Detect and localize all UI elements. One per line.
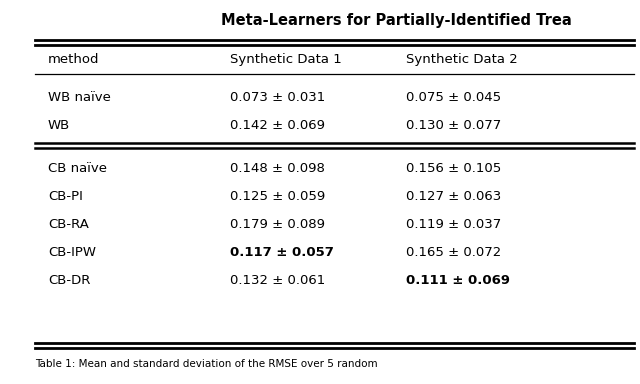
Text: 0.165 ± 0.072: 0.165 ± 0.072	[406, 246, 502, 259]
Text: CB-IPW: CB-IPW	[48, 246, 96, 259]
Text: 0.142 ± 0.069: 0.142 ± 0.069	[230, 119, 325, 132]
Text: 0.179 ± 0.089: 0.179 ± 0.089	[230, 218, 325, 231]
Text: CB-DR: CB-DR	[48, 274, 90, 287]
Text: 0.073 ± 0.031: 0.073 ± 0.031	[230, 91, 326, 104]
Text: 0.119 ± 0.037: 0.119 ± 0.037	[406, 218, 502, 231]
Text: 0.125 ± 0.059: 0.125 ± 0.059	[230, 190, 326, 203]
Text: Meta-Learners for Partially-Identified Trea: Meta-Learners for Partially-Identified T…	[221, 13, 572, 28]
Text: 0.130 ± 0.077: 0.130 ± 0.077	[406, 119, 502, 132]
Text: 0.075 ± 0.045: 0.075 ± 0.045	[406, 91, 502, 104]
Text: 0.148 ± 0.098: 0.148 ± 0.098	[230, 162, 325, 175]
Text: 0.156 ± 0.105: 0.156 ± 0.105	[406, 162, 502, 175]
Text: WB naïve: WB naïve	[48, 91, 111, 104]
Text: 0.117 ± 0.057: 0.117 ± 0.057	[230, 246, 334, 259]
Text: WB: WB	[48, 119, 70, 132]
Text: Synthetic Data 2: Synthetic Data 2	[406, 53, 518, 66]
Text: CB naïve: CB naïve	[48, 162, 107, 175]
Text: CB-PI: CB-PI	[48, 190, 83, 203]
Text: 0.132 ± 0.061: 0.132 ± 0.061	[230, 274, 326, 287]
Text: CB-RA: CB-RA	[48, 218, 89, 231]
Text: method: method	[48, 53, 99, 66]
Text: Synthetic Data 1: Synthetic Data 1	[230, 53, 342, 66]
Text: 0.111 ± 0.069: 0.111 ± 0.069	[406, 274, 511, 287]
Text: Table 1: Mean and standard deviation of the RMSE over 5 random: Table 1: Mean and standard deviation of …	[35, 359, 378, 369]
Text: 0.127 ± 0.063: 0.127 ± 0.063	[406, 190, 502, 203]
